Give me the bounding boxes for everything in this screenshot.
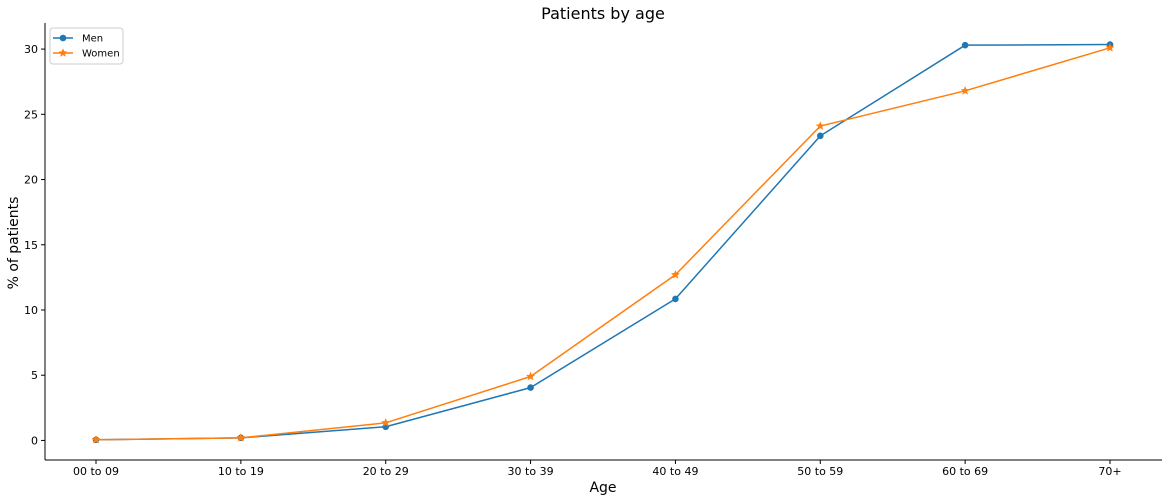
legend-label-women: Women [82,49,120,60]
data-point-women [670,269,681,279]
legend-items: Men Women [53,34,120,60]
x-axis-title: Age [589,480,616,496]
data-point-women [1105,42,1115,52]
plot-area: 0 5 10 15 20 25 30 00 to 09 10 to 19 20 to 29 30 … [24,23,1162,478]
data-point-women [525,371,536,381]
data-point-women [236,432,246,442]
series-line-women [95,47,1111,441]
data-point-women [815,121,825,131]
y-tick-label: 25 [24,108,38,121]
chart-title: Patients by age [541,4,665,23]
legend-frame [49,27,124,65]
data-point-women [381,417,391,427]
y-tick-label: 20 [24,174,38,187]
series-men [92,41,1114,444]
y-tick-label: 5 [31,369,38,382]
series-women [91,42,1115,444]
series-layer [91,41,1115,444]
data-point-women [960,85,970,95]
data-point-men [961,41,969,49]
x-ticks: 00 to 09 10 to 19 20 to 29 30 to 39 40 to 49… [73,460,1122,478]
y-tick-label: 30 [24,43,38,56]
x-tick-label: 40 to 49 [652,465,698,478]
data-point-men [672,295,679,303]
y-tick-label: 0 [31,434,38,447]
data-point-men [816,132,824,140]
legend-marker-women [58,48,68,57]
x-tick-label: 00 to 09 [73,465,119,478]
legend-marker-men [59,34,67,42]
data-point-women [91,434,101,444]
y-ticks: 0 5 10 15 20 25 30 [24,43,45,447]
x-tick-label: 30 to 39 [508,465,554,478]
legend-label-men: Men [82,34,103,45]
x-tick-label: 10 to 19 [218,465,264,478]
x-tick-label: 60 to 69 [942,465,988,478]
y-axis-title: % of patients [6,197,22,290]
x-tick-label: 70+ [1098,465,1121,478]
y-tick-label: 15 [24,239,38,252]
data-point-men [527,384,534,391]
y-tick-label: 10 [24,304,38,317]
x-tick-label: 20 to 29 [363,465,409,478]
legend: Men Women [49,27,124,65]
x-tick-label: 50 to 59 [797,465,843,478]
series-line-men [95,43,1111,441]
